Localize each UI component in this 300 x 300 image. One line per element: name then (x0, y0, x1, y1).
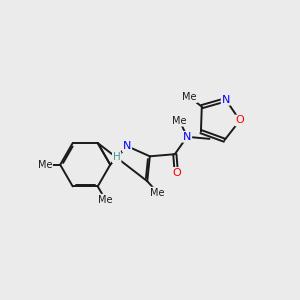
Text: N: N (123, 141, 131, 151)
Text: N: N (222, 95, 230, 105)
Text: H: H (113, 152, 121, 162)
Text: Me: Me (150, 188, 165, 197)
Text: N: N (183, 132, 191, 142)
Text: Me: Me (98, 195, 112, 205)
Text: Me: Me (172, 116, 187, 126)
Text: Me: Me (182, 92, 197, 102)
Text: O: O (172, 168, 181, 178)
Text: Me: Me (38, 160, 52, 170)
Text: O: O (236, 116, 244, 125)
